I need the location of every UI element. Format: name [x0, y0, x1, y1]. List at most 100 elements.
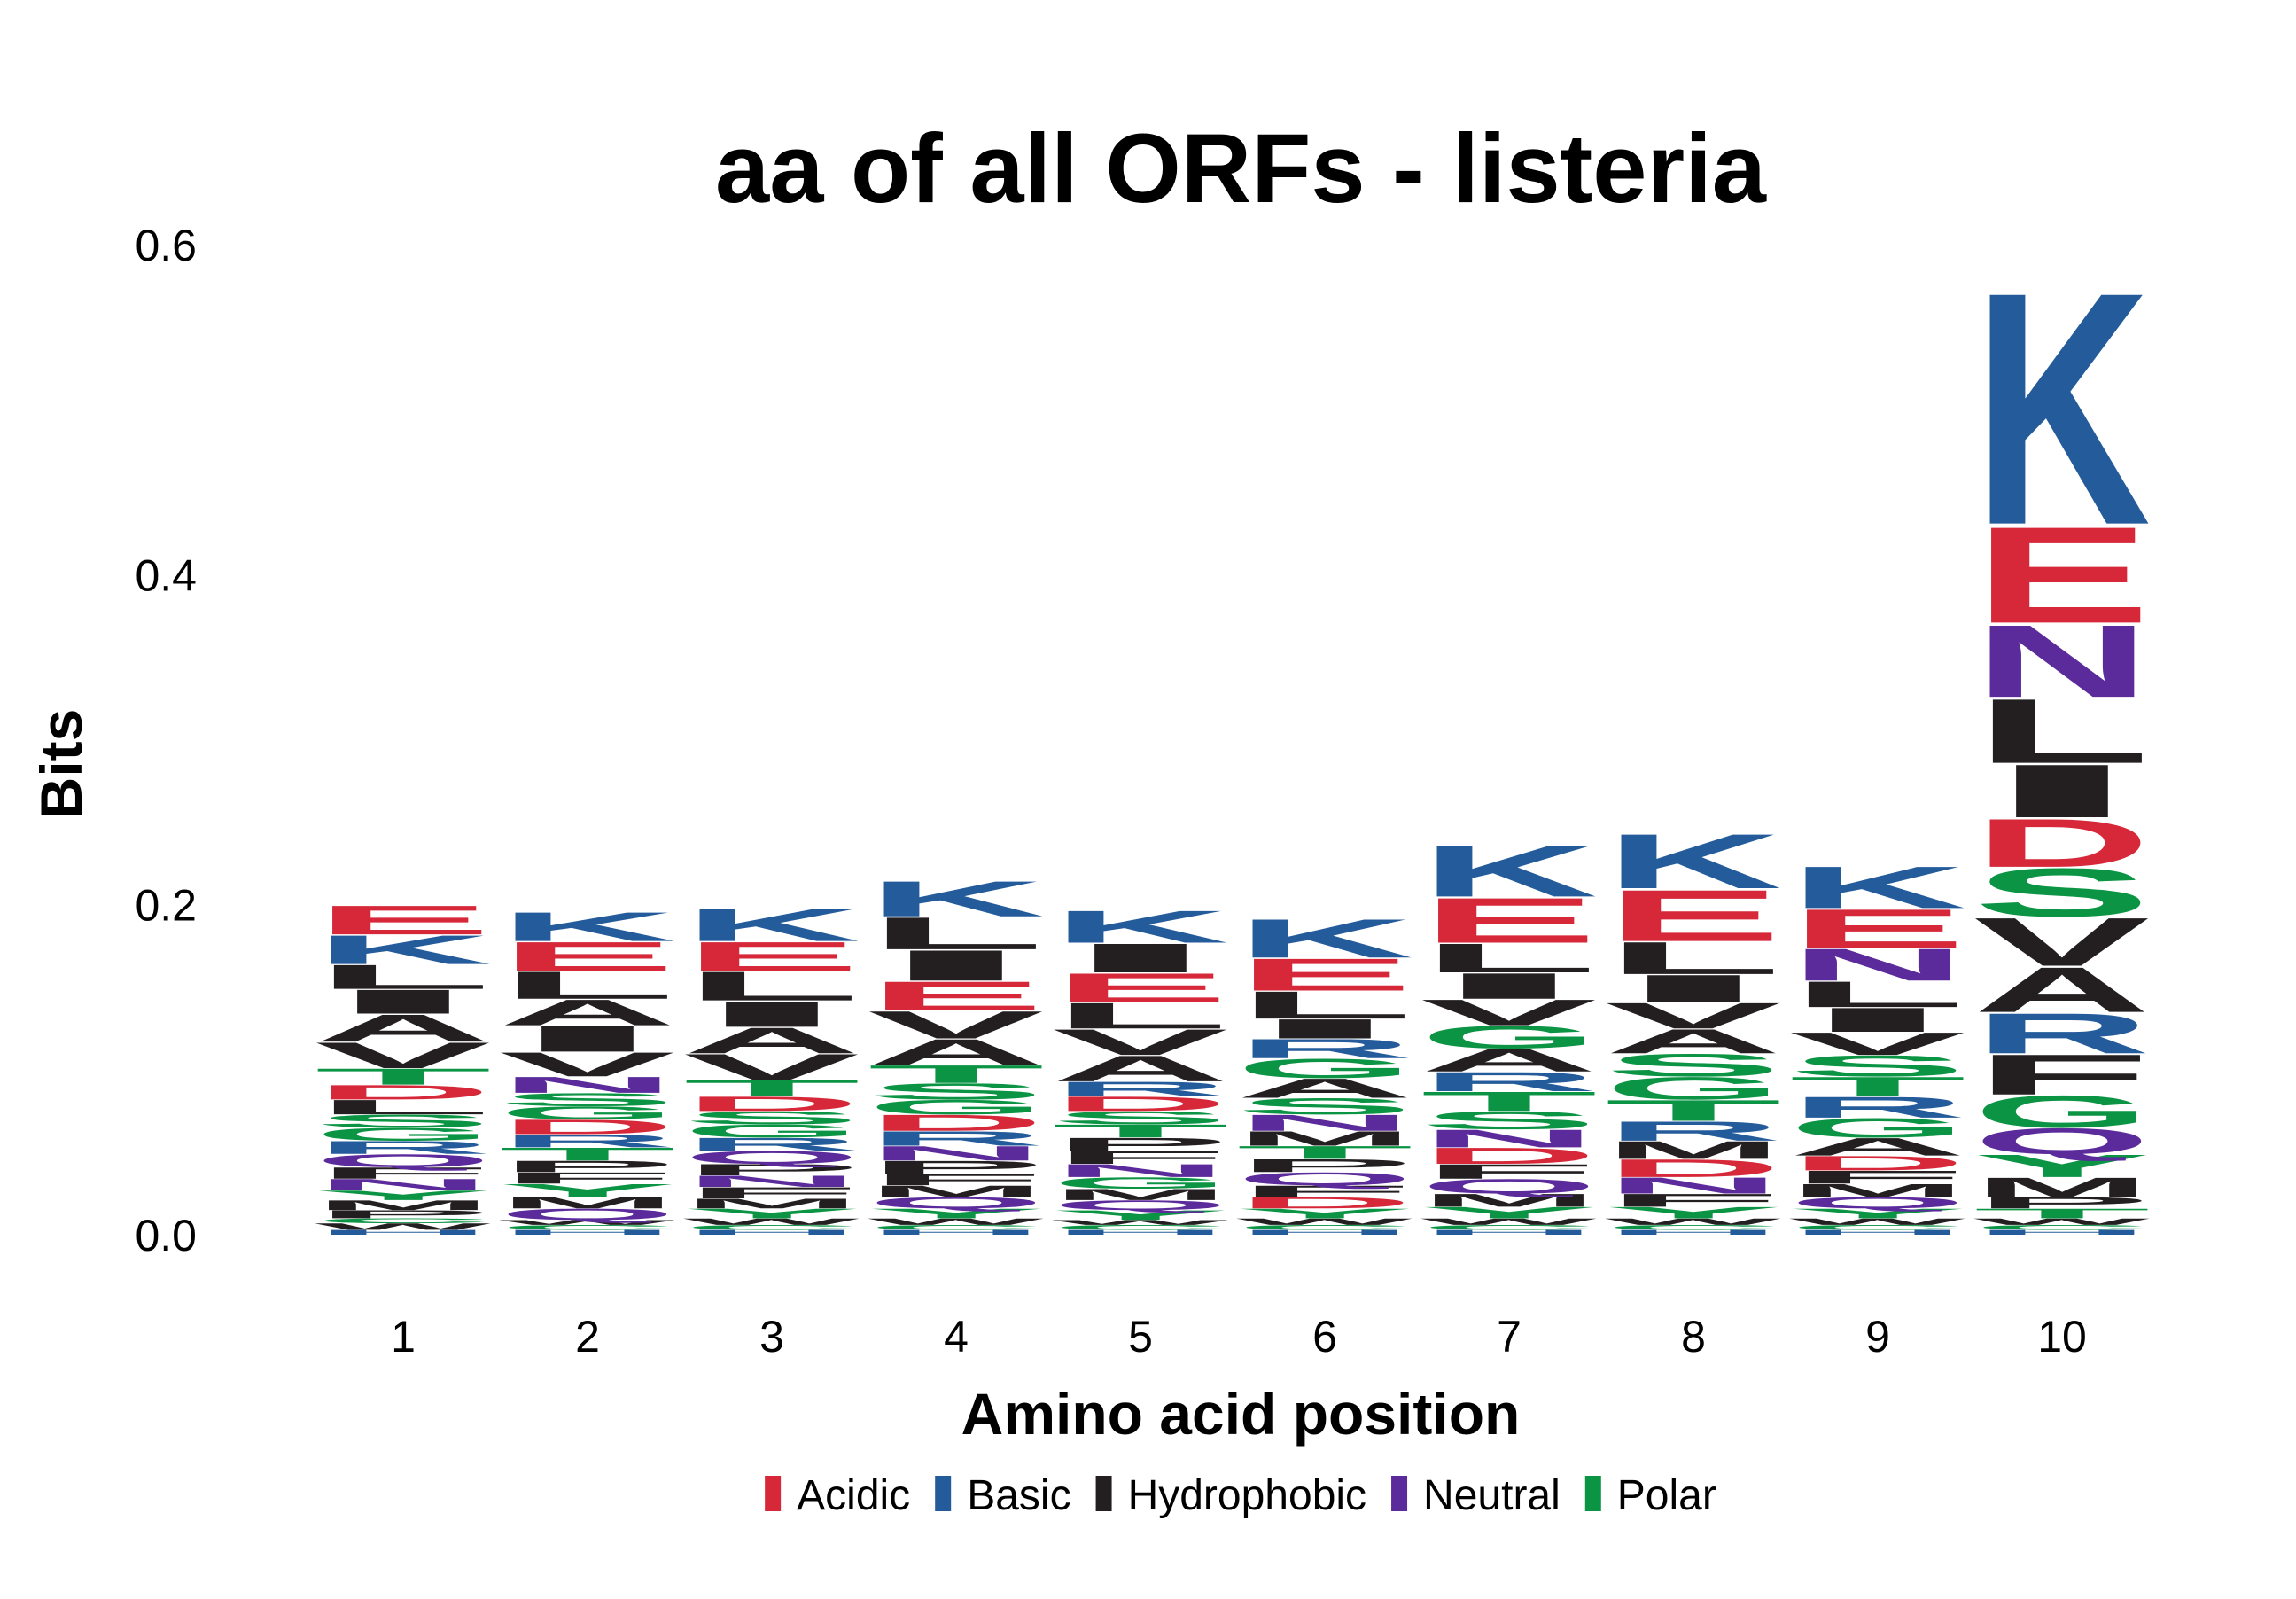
logo-letter-C: C: [1789, 1223, 1966, 1231]
legend-swatch-neutral: [1391, 1476, 1408, 1511]
logo-letter-P: P: [868, 1158, 1045, 1178]
logo-letter-N: N: [868, 1142, 1045, 1165]
logo-letter-F: F: [1052, 1147, 1229, 1167]
logo-letter-G: G: [315, 1124, 492, 1144]
logo-letter-G: G: [1420, 1019, 1598, 1055]
logo-letter-G: G: [1973, 1086, 2151, 1137]
logo-letter-E: E: [1420, 885, 1598, 956]
logo-letter-N: N: [683, 1173, 860, 1190]
logo-letter-G: G: [1789, 1112, 1966, 1143]
logo-letter-Q: Q: [1420, 1174, 1598, 1197]
logo-letter-P: P: [1236, 1156, 1413, 1176]
logo-letter-D: D: [1605, 1154, 1782, 1182]
x-axis-title: Amino acid position: [961, 1381, 1521, 1447]
logo-letter-L: L: [315, 958, 492, 996]
logo-letter-D: D: [315, 1080, 492, 1104]
logo-letter-P: P: [1052, 1134, 1229, 1154]
logo-letter-S: S: [868, 1079, 1045, 1104]
logo-letter-I: I: [683, 994, 860, 1034]
logo-letter-I: I: [868, 941, 1045, 990]
logo-letter-A: A: [1420, 1042, 1598, 1079]
logo-letter-I: I: [1789, 1001, 1966, 1039]
x-tick-label: 7: [1497, 1312, 1522, 1361]
logo-letter-A: A: [1789, 1133, 1966, 1161]
logo-letter-V: V: [315, 1035, 491, 1076]
logo-letter-S: S: [1420, 1106, 1598, 1135]
logo-letter-R: R: [1236, 1034, 1413, 1065]
legend-label-hydrophobic: Hydrophobic: [1128, 1472, 1366, 1519]
logo-letter-R: R: [1789, 1090, 1966, 1124]
logo-letter-F: F: [1789, 1167, 1966, 1188]
logo-letter-G: G: [683, 1120, 860, 1141]
logo-letter-R: R: [868, 1127, 1045, 1150]
logo-letter-L: L: [868, 908, 1045, 959]
logo-letter-L: L: [1236, 984, 1413, 1027]
logo-letter-K: K: [683, 900, 860, 951]
logo-letter-L: L: [315, 1096, 492, 1119]
logo-letter-A: A: [315, 1007, 492, 1050]
logo-letter-W: W: [1052, 1219, 1228, 1227]
logo-letter-F: F: [683, 1184, 860, 1202]
logo-letter-K: K: [315, 927, 492, 973]
logo-letter-R: R: [315, 1137, 492, 1158]
logo-letter-Q: Q: [315, 1150, 492, 1171]
logo-letter-T: T: [1052, 1121, 1229, 1142]
logo-letter-K: K: [1052, 901, 1229, 953]
logo-letter-E: E: [868, 973, 1045, 1019]
logo-letter-N: N: [1420, 1125, 1598, 1153]
legend-swatch-polar: [1584, 1476, 1601, 1511]
legend-swatch-hydrophobic: [1095, 1476, 1112, 1511]
logo-letter-N: N: [499, 1072, 676, 1097]
logo-letter-R: R: [1973, 1002, 2151, 1065]
logo-letter-A: A: [1605, 1022, 1782, 1060]
logo-letter-T: T: [1605, 1094, 1782, 1127]
logo-letter-R: R: [1420, 1066, 1598, 1097]
logo-letter-C: C: [1973, 1223, 2151, 1231]
logo-letter-E: E: [1605, 875, 1782, 957]
logo-letter-D: D: [1789, 1151, 1966, 1174]
logo-letter-C: C: [315, 1217, 492, 1225]
logo-letter-A: A: [1973, 954, 2151, 1026]
logo-letter-E: E: [1052, 965, 1229, 1011]
logo-letter-V: V: [1052, 1022, 1228, 1063]
logo-letter-P: P: [499, 1158, 676, 1175]
logo-letter-Q: Q: [1973, 1120, 2151, 1161]
logo-letter-H: H: [1236, 1228, 1413, 1236]
logo-letter-C: C: [1236, 1223, 1413, 1231]
legend-swatch-basic: [935, 1476, 952, 1511]
logo-letter-D: D: [868, 1110, 1045, 1135]
logo-letter-K: K: [868, 870, 1045, 926]
logo-letter-K: K: [1789, 854, 1966, 921]
legend: Acidic Basic Hydrophobic Neutral Polar: [765, 1472, 1716, 1519]
logo-letter-L: L: [1973, 680, 2151, 782]
logo-letter-W: W: [683, 1216, 860, 1227]
logo-letter-V: V: [1973, 904, 2150, 980]
x-tick-label: 8: [1681, 1312, 1706, 1361]
logo-letter-D: D: [1420, 1143, 1598, 1169]
logo-letter-Q: Q: [868, 1194, 1045, 1212]
logo-stacks: HWCPMYNFQRGSLDTVAILKEHCWQMYFPTRDGSNVIALE…: [315, 223, 2151, 1236]
logo-letter-W: W: [1236, 1216, 1413, 1227]
logo-letter-E: E: [683, 933, 860, 979]
logo-letter-P: P: [1973, 1194, 2151, 1212]
logo-letter-H: H: [1420, 1228, 1598, 1236]
logo-letter-I: I: [1605, 967, 1782, 1010]
logo-letter-D: D: [1236, 1194, 1413, 1212]
logo-letter-T: T: [1236, 1143, 1413, 1163]
logo-letter-A: A: [868, 1032, 1045, 1072]
logo-letter-E: E: [499, 933, 676, 979]
legend-label-polar: Polar: [1617, 1472, 1716, 1519]
logo-letter-Q: Q: [1236, 1168, 1413, 1189]
logo-letter-K: K: [1420, 831, 1598, 912]
logo-letter-A: A: [1236, 1072, 1413, 1104]
logo-letter-V: V: [1605, 995, 1781, 1036]
logo-letter-L: L: [683, 963, 860, 1009]
y-tick-label: 0.0: [135, 1211, 197, 1260]
logo-letter-M: M: [1789, 1181, 1966, 1201]
logo-letter-S: S: [1605, 1048, 1782, 1083]
logo-letter-Y: Y: [315, 1188, 492, 1203]
logo-letter-P: P: [683, 1161, 860, 1179]
logo-letter-Q: Q: [683, 1147, 860, 1167]
logo-letter-R: R: [499, 1131, 676, 1151]
y-tick-label: 0.2: [135, 881, 197, 931]
